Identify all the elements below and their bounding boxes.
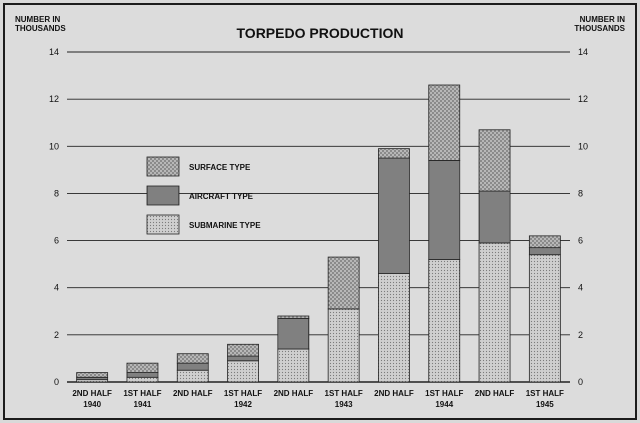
bar-segment-aircraft-type [378,157,410,274]
y-tick-label-right: 4 [578,283,583,293]
bar-segment-surface-type [528,235,561,249]
y-tick-label-left: 4 [54,283,59,293]
y-tick-label-right: 8 [578,188,583,198]
x-tick-label: 2ND HALF [72,389,112,398]
y-tick-label-left: 10 [49,141,59,151]
x-tick-label: 1ST HALF [425,389,463,398]
bar-segment-surface-type [126,362,159,373]
y-tick-label-right: 10 [578,141,588,151]
legend-label: AIRCRAFT TYPE [189,192,254,201]
y-axis-title-left-line1: NUMBER IN [15,15,61,24]
legend: SURFACE TYPE AIRCRAFT TYPE SUBMARINE TYPE [146,156,261,235]
y-tick-label-right: 14 [578,47,588,57]
y-tick-label-left: 8 [54,188,59,198]
x-tick-label: 2ND HALF [173,389,213,398]
y-axis-right-ticks: 0 2 4 6 8 10 12 14 [578,47,588,387]
x-tick-label: 1ST HALF [224,389,262,398]
bar-segment-surface-type [327,256,360,310]
x-tick-label: 2ND HALF [374,389,414,398]
x-axis-categories: 2ND HALF 1940 1ST HALF 1941 2ND HALF 1ST HALF… [72,389,564,409]
y-tick-label-left: 0 [54,377,59,387]
x-tick-label: 1ST HALF [325,389,363,398]
chart: TORPEDO PRODUCTION NUMBER IN THOUSANDS N… [15,15,626,409]
y-axis-title-left-line2: THOUSANDS [15,24,66,33]
bar-segment-aircraft-type [428,160,461,260]
x-tick-label-year: 1943 [335,400,353,409]
x-tick-label: 2ND HALF [475,389,515,398]
bar-segment-aircraft-type [126,372,159,378]
x-tick-label: 2ND HALF [274,389,314,398]
y-tick-label-left: 2 [54,330,59,340]
x-tick-label: 1ST HALF [123,389,161,398]
y-tick-label-left: 14 [49,47,59,57]
bar-segment-surface-type [378,148,410,159]
legend-swatch-surface-type [146,156,180,177]
y-tick-label-right: 0 [578,377,583,387]
y-axis-title-right-line2: THOUSANDS [574,24,625,33]
bar-segment-submarine-type [528,254,561,383]
bar-segment-submarine-type [126,376,159,383]
bar-segment-surface-type [227,343,259,357]
x-tick-label-year: 1941 [134,400,152,409]
bar-segment-aircraft-type [176,362,209,371]
bar-segment-surface-type [76,372,109,378]
legend-label: SUBMARINE TYPE [189,221,261,230]
bar-segment-submarine-type [227,360,259,383]
bar-segment-aircraft-type [227,355,259,362]
bar-segment-surface-type [176,353,209,364]
bar-stacks [76,84,561,383]
legend-label: SURFACE TYPE [189,163,251,172]
bar-segment-submarine-type [176,369,209,383]
y-tick-label-left: 6 [54,236,59,246]
y-axis-left-ticks: 0 2 4 6 8 10 12 14 [49,47,59,387]
y-tick-label-right: 12 [578,94,588,104]
y-tick-label-left: 12 [49,94,59,104]
bar-segment-submarine-type [327,308,360,383]
y-tick-label-right: 6 [578,236,583,246]
bar-segment-submarine-type [428,259,461,383]
bar-segment-aircraft-type [478,190,511,244]
bar-segment-aircraft-type [528,247,561,256]
y-axis-title-right-line1: NUMBER IN [580,15,626,24]
x-tick-label-year: 1940 [83,400,101,409]
bar-segment-surface-type [428,84,461,161]
bar-segment-aircraft-type [277,317,310,350]
y-tick-label-right: 2 [578,330,583,340]
bar-segment-surface-type [277,315,310,319]
x-tick-label-year: 1945 [536,400,554,409]
legend-swatch-aircraft-type [146,185,180,206]
bar-segment-surface-type [478,129,511,192]
legend-swatch-submarine-type [146,214,180,235]
x-tick-label: 1ST HALF [526,389,564,398]
x-tick-label-year: 1942 [234,400,252,409]
chart-frame: TORPEDO PRODUCTION NUMBER IN THOUSANDS N… [3,3,637,420]
x-tick-label-year: 1944 [435,400,453,409]
bar-segment-submarine-type [277,348,310,383]
chart-title: TORPEDO PRODUCTION [237,25,404,41]
bar-segment-submarine-type [378,273,410,383]
bar-segment-submarine-type [478,242,511,383]
